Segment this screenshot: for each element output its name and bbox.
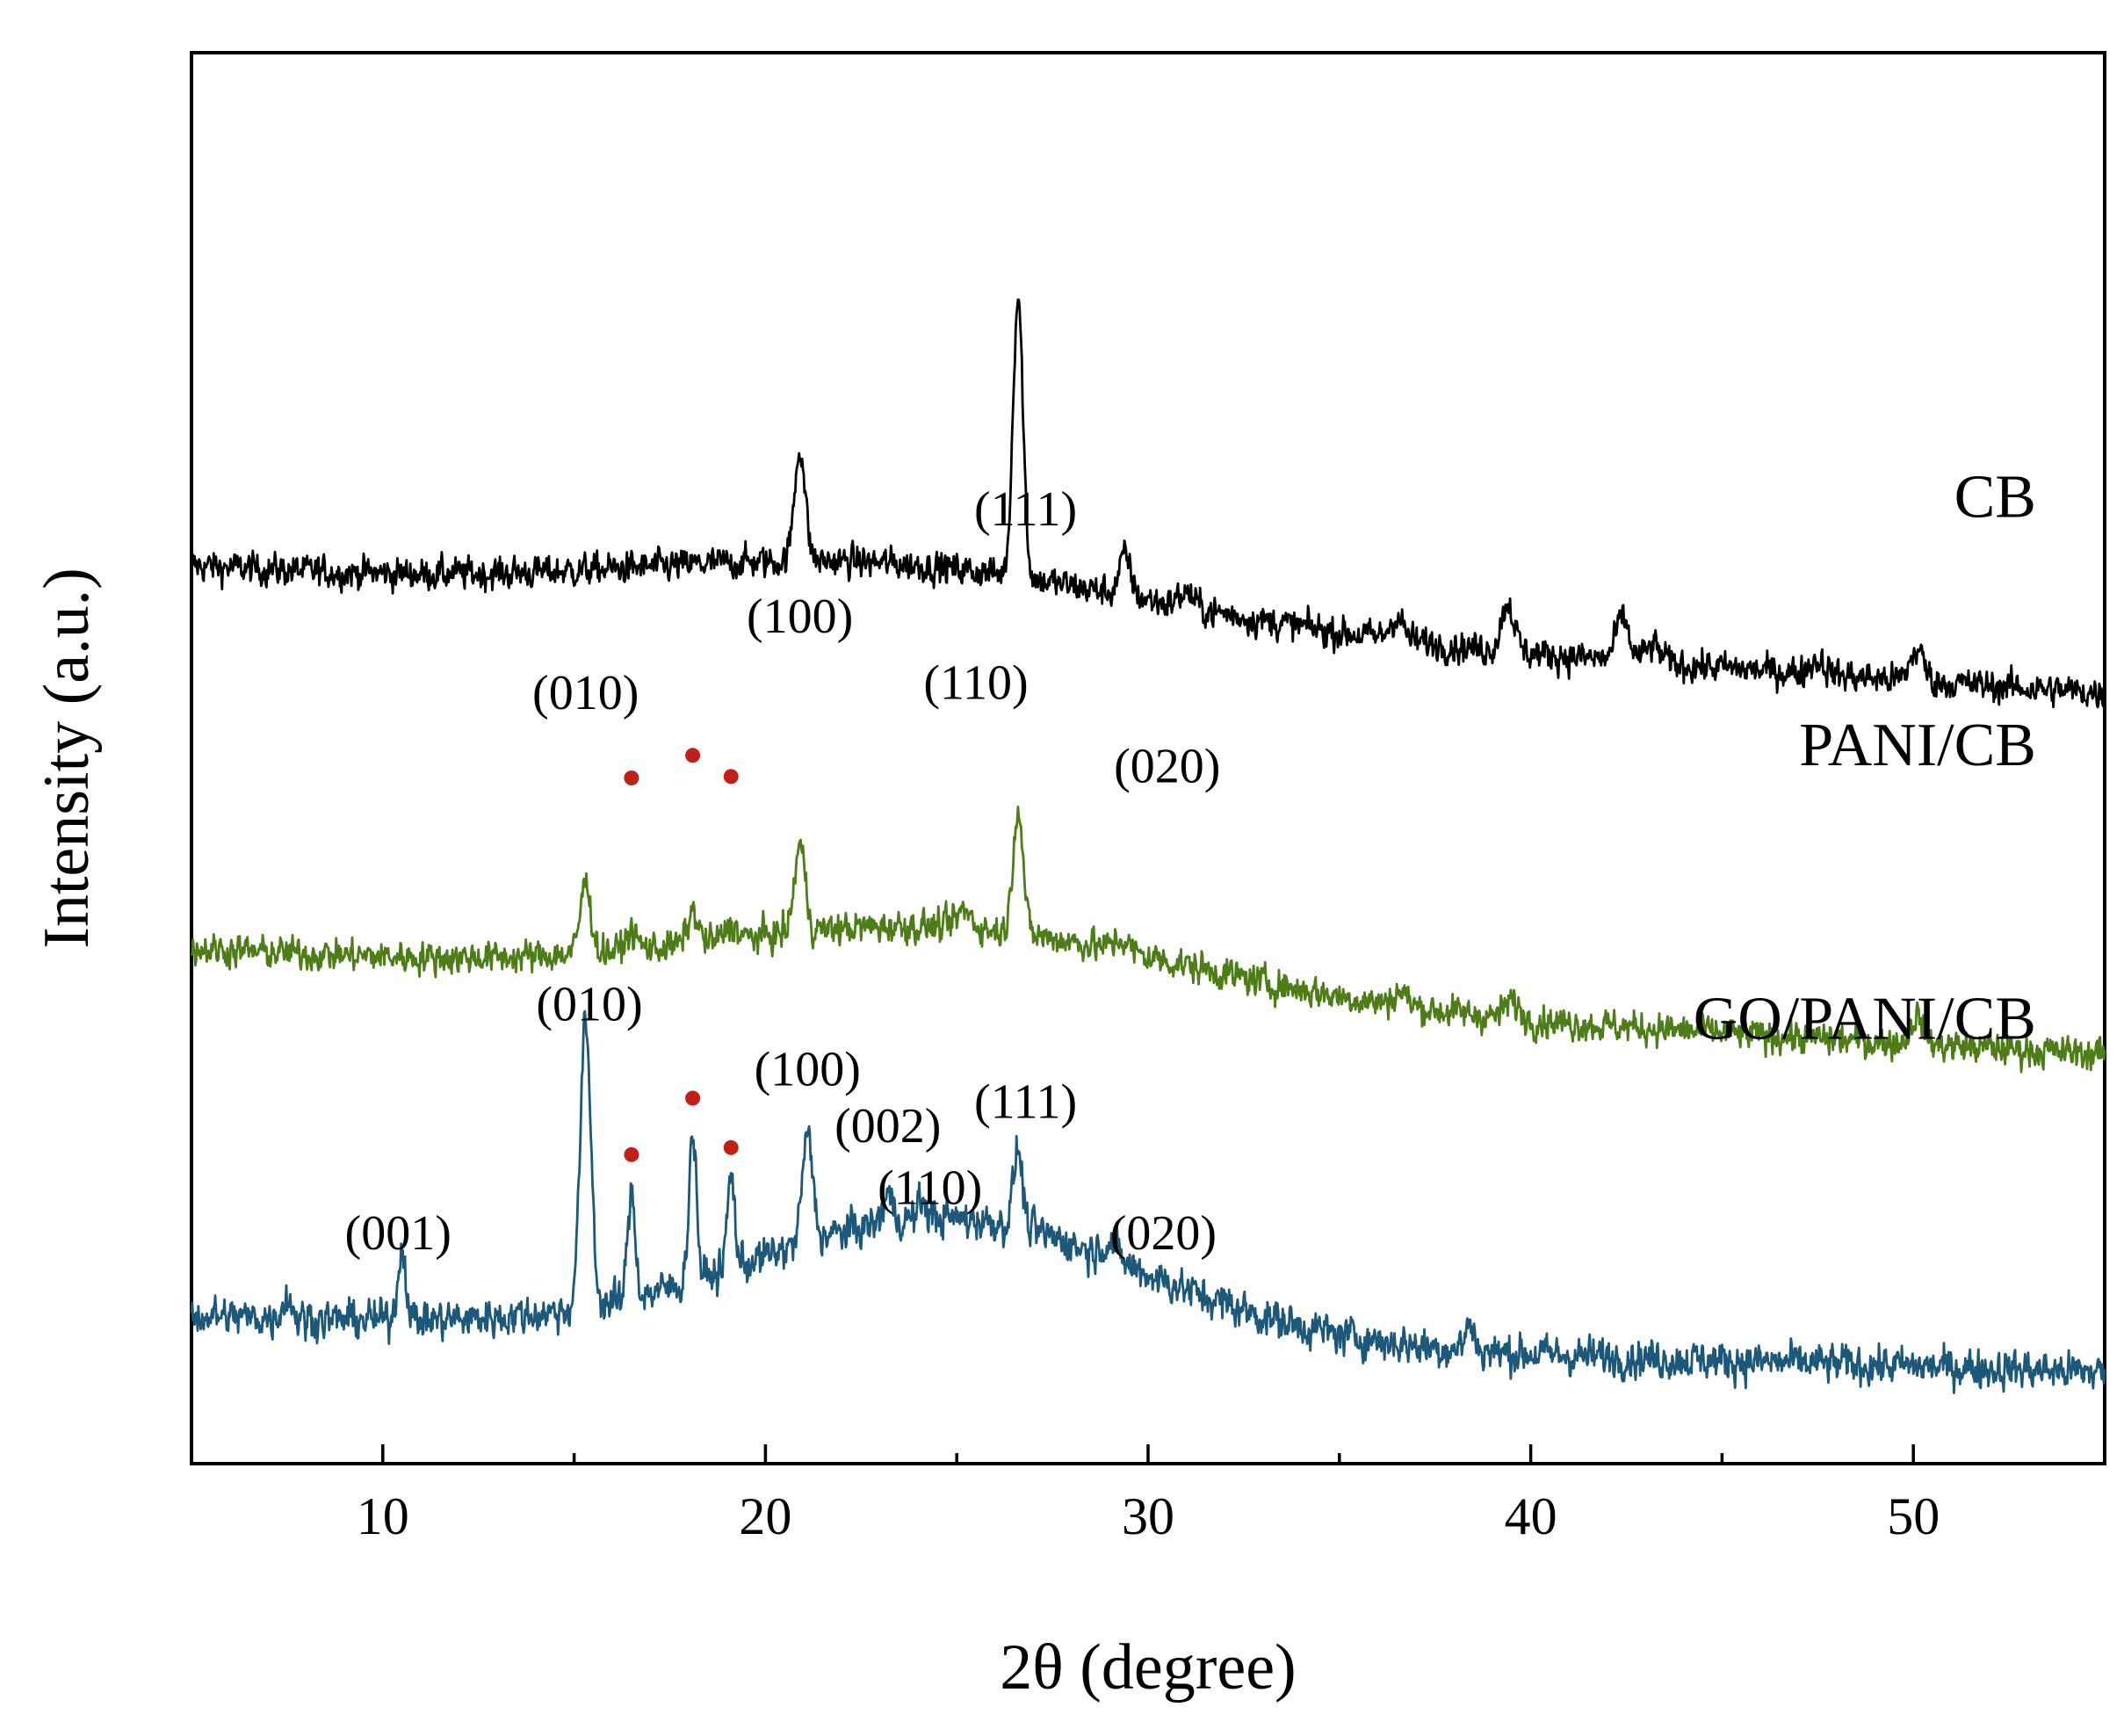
series-layer — [190, 298, 2106, 1394]
peak-label: (010) — [532, 666, 639, 720]
y-axis-title: Intensity (a.u.) — [31, 568, 103, 949]
x-tick-label: 40 — [1505, 1487, 1557, 1545]
peak-marker-dot — [624, 770, 639, 785]
peak-marker-dot — [624, 1146, 639, 1162]
series-name-label: CB — [1954, 463, 2036, 531]
annotation-layer: (010) (100) (110) (111) (020) (001) (010) (100)… — [345, 482, 1221, 1261]
peak-label: (002) — [834, 1099, 941, 1154]
x-tick-label: 50 — [1887, 1487, 1940, 1545]
peak-label: (010) — [536, 978, 642, 1032]
tick-layer: 10 20 30 40 50 — [357, 1444, 1940, 1545]
peak-label: (020) — [1110, 1206, 1217, 1261]
series-name-label: PANI/CB — [1799, 712, 2036, 779]
x-tick-label: 30 — [1122, 1487, 1174, 1545]
peak-label: (001) — [345, 1206, 452, 1261]
series-name-label: GO/PANI/CB — [1694, 986, 2036, 1053]
series-line-cb — [191, 298, 2106, 709]
x-tick-label: 20 — [739, 1487, 791, 1545]
peak-label: (111) — [974, 482, 1077, 537]
peak-label: (111) — [974, 1075, 1077, 1130]
series-line-pani-cb — [190, 806, 2106, 1074]
peak-label: (020) — [1114, 739, 1220, 793]
x-axis-title: 2θ (degree) — [1000, 1631, 1296, 1703]
peak-label: (100) — [747, 590, 853, 644]
peak-marker-dot — [685, 1090, 701, 1106]
series-line-go-pani-cb — [190, 1009, 2106, 1394]
peak-marker-dot — [723, 769, 739, 785]
peak-label: (100) — [755, 1043, 861, 1097]
peak-label: (110) — [878, 1161, 982, 1216]
x-tick-label: 10 — [357, 1487, 409, 1545]
peak-label: (110) — [923, 656, 1028, 711]
peak-marker-dot — [685, 748, 701, 763]
peak-marker-dot — [723, 1139, 739, 1155]
series-name-layer: CB PANI/CB GO/PANI/CB — [1694, 463, 2036, 1052]
